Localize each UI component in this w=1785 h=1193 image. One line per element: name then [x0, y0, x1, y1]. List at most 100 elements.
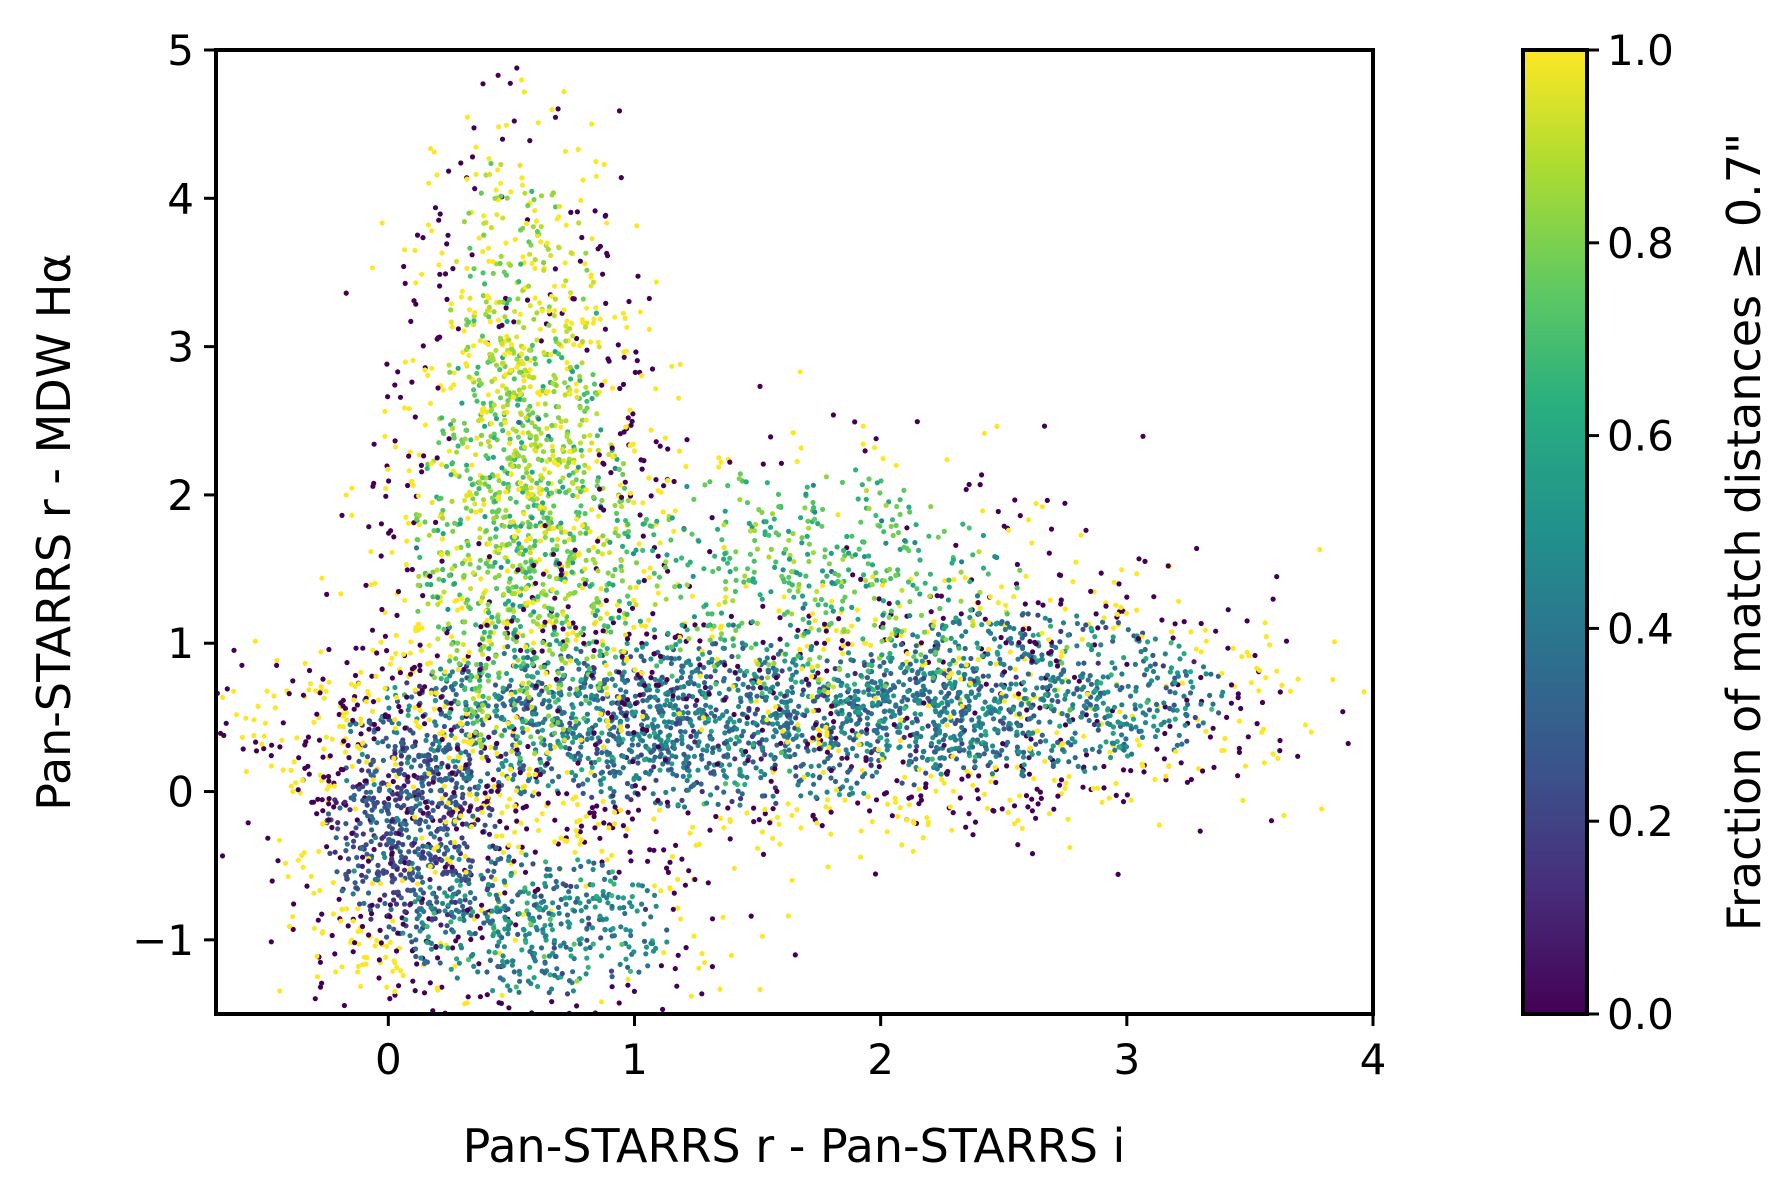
scatter-point	[898, 632, 904, 639]
scatter-point	[339, 888, 345, 894]
scatter-point	[492, 559, 498, 566]
scatter-point	[515, 296, 521, 302]
scatter-point	[876, 719, 883, 725]
scatter-point	[327, 753, 333, 759]
scatter-point	[365, 868, 372, 874]
scatter-point	[522, 457, 528, 464]
scatter-point	[463, 505, 469, 511]
scatter-point	[413, 924, 419, 930]
scatter-point	[360, 878, 366, 884]
scatter-point	[416, 493, 422, 499]
scatter-point	[331, 783, 337, 789]
scatter-point	[365, 890, 372, 896]
scatter-point	[553, 576, 559, 582]
scatter-point	[507, 766, 513, 772]
scatter-point	[479, 475, 486, 481]
scatter-point	[1124, 661, 1130, 667]
scatter-point	[490, 659, 497, 666]
scatter-point	[758, 768, 764, 775]
scatter-point	[591, 621, 598, 627]
scatter-point	[406, 453, 412, 459]
scatter-point	[559, 446, 566, 453]
scatter-point	[446, 448, 452, 454]
scatter-point	[501, 650, 507, 657]
scatter-point	[515, 528, 521, 534]
scatter-point	[504, 803, 510, 810]
scatter-point	[395, 840, 402, 846]
scatter-point	[686, 768, 692, 774]
scatter-point	[514, 747, 520, 753]
scatter-point	[699, 756, 705, 762]
scatter-point	[868, 642, 874, 649]
scatter-point	[403, 827, 409, 833]
scatter-point	[378, 553, 384, 559]
scatter-point	[667, 732, 673, 738]
scatter-point	[418, 763, 424, 769]
scatter-point	[443, 699, 449, 705]
scatter-point	[679, 663, 685, 669]
scatter-point	[579, 767, 585, 773]
scatter-point	[864, 675, 871, 681]
scatter-point	[824, 658, 830, 664]
scatter-point	[493, 362, 500, 368]
scatter-point	[471, 266, 477, 272]
scatter-point	[737, 668, 743, 674]
scatter-point	[478, 741, 484, 747]
scatter-point	[1021, 762, 1027, 768]
scatter-point	[919, 754, 926, 761]
scatter-point	[405, 774, 411, 780]
scatter-point	[609, 445, 615, 451]
scatter-point	[740, 681, 746, 688]
scatter-point	[865, 721, 871, 727]
scatter-point	[802, 712, 808, 719]
scatter-point	[498, 180, 504, 186]
scatter-point	[493, 347, 499, 353]
scatter-point	[417, 662, 423, 669]
scatter-point	[450, 418, 457, 424]
scatter-point	[940, 737, 947, 743]
scatter-point	[605, 764, 611, 770]
scatter-point	[603, 597, 609, 604]
scatter-point	[452, 764, 458, 770]
scatter-point	[524, 355, 530, 362]
scatter-point	[492, 823, 498, 830]
scatter-point	[616, 108, 623, 114]
scatter-point	[448, 319, 454, 325]
scatter-point	[598, 781, 604, 787]
scatter-point	[392, 382, 398, 388]
scatter-point	[480, 249, 486, 255]
scatter-point	[579, 234, 585, 241]
scatter-point	[566, 746, 573, 752]
scatter-point	[420, 713, 426, 719]
scatter-point	[521, 397, 527, 403]
scatter-point	[523, 570, 529, 576]
scatter-point	[437, 271, 443, 277]
scatter-point	[304, 883, 310, 889]
scatter-point	[477, 526, 483, 532]
scatter-point	[810, 813, 816, 819]
scatter-point	[540, 571, 547, 577]
scatter-point	[586, 666, 593, 672]
scatter-point	[651, 816, 657, 822]
scatter-point	[538, 239, 544, 245]
scatter-point	[539, 648, 545, 654]
scatter-point	[499, 465, 505, 471]
scatter-point	[395, 588, 402, 595]
scatter-point	[398, 740, 404, 746]
scatter-point	[508, 341, 515, 348]
scatter-point	[320, 821, 326, 827]
scatter-point	[624, 794, 630, 800]
scatter-point	[553, 12, 558, 17]
scatter-point	[540, 581, 546, 587]
scatter-point	[126, 673, 131, 678]
scatter-point	[1256, 688, 1262, 694]
scatter-point	[481, 220, 487, 226]
scatter-point	[587, 810, 593, 816]
scatter-point	[1116, 581, 1122, 587]
scatter-point	[832, 778, 839, 785]
scatter-point	[141, 690, 146, 695]
scatter-point	[499, 136, 506, 142]
scatter-point	[635, 760, 641, 766]
scatter-point	[631, 448, 638, 454]
scatter-point	[594, 705, 600, 711]
